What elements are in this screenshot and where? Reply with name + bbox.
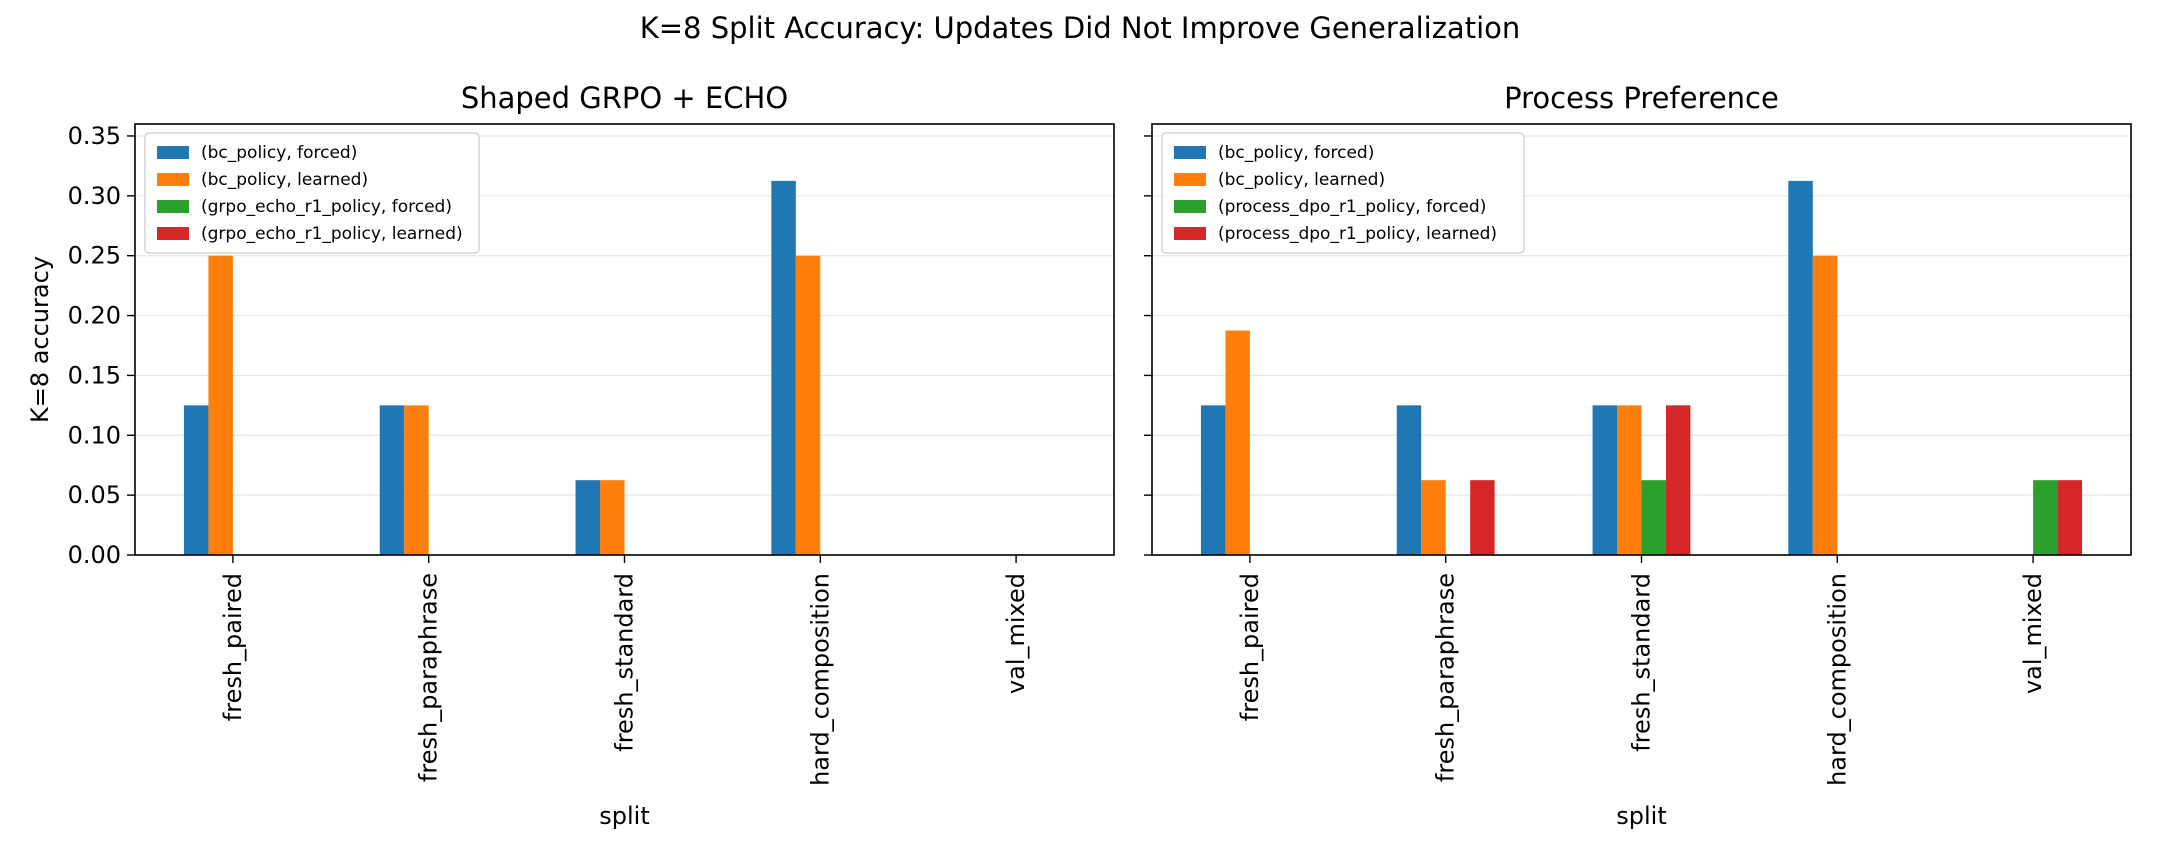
legend-swatch [157,227,189,240]
legend-entry: (bc_policy, learned) [1218,170,1385,190]
xtick-label: fresh_standard [1628,573,1656,752]
ytick-label: 0.25 [68,242,121,270]
bar-1-3-4 [2057,480,2083,555]
legend-swatch [1174,200,1206,213]
legend-swatch [1174,173,1206,186]
ytick-label: 0.15 [68,361,121,389]
xtick-label: fresh_paraphrase [415,573,443,782]
bar-0-0-0 [183,405,209,555]
bar-1-0-1 [1396,405,1422,555]
legend: (bc_policy, forced) (bc_policy, learned) (… [1161,132,1525,254]
legend-swatch [1174,146,1206,159]
axes-title: Process Preference [1504,81,1779,115]
xtick-label: val_mixed [2019,573,2047,694]
chart-process-preference: fresh_paired fresh_paraphrase fresh_standa… [1144,81,2132,830]
figure-title: K=8 Split Accuracy: Updates Did Not Impr… [640,11,1521,45]
legend-box [1161,132,1525,254]
legend-entry: (process_dpo_r1_policy, learned) [1218,224,1497,244]
xtick-label: fresh_paired [219,573,247,721]
bar-1-2-2 [1641,480,1666,555]
bar-0-0-2 [575,480,601,555]
legend-entry: (grpo_echo_r1_policy, forced) [201,197,452,217]
bar-0-0-1 [379,405,405,555]
bar-0-0-3 [771,180,796,556]
ytick-label: 0.00 [68,541,121,569]
bar-1-0-3 [1788,180,1813,556]
xtick-label: fresh_standard [611,573,639,752]
bar-1-1-3 [1812,255,1838,555]
legend-swatch [157,200,189,213]
xtick-label: fresh_paraphrase [1432,573,1460,782]
bar-1-1-0 [1225,330,1250,555]
legend-entry: (bc_policy, forced) [1218,143,1374,163]
bar-0-1-1 [404,405,429,555]
legend-entry: (bc_policy, learned) [201,170,368,190]
ytick-label: 0.20 [68,302,121,330]
bar-0-1-0 [208,255,233,555]
legend-swatch [157,173,189,186]
bar-1-1-2 [1617,405,1642,555]
legend: (bc_policy, forced) (bc_policy, learned) (… [144,132,480,254]
x-axis-label: split [599,802,649,830]
bar-1-0-0 [1200,405,1226,555]
legend-entry: (grpo_echo_r1_policy, learned) [201,224,463,244]
bar-1-3-2 [1665,405,1691,555]
legend-entry: (bc_policy, forced) [201,143,357,163]
bar-1-0-2 [1592,405,1618,555]
xtick-label: hard_composition [806,573,834,786]
legend-swatch [1174,227,1206,240]
ytick-label: 0.10 [68,421,121,449]
ytick-label: 0.30 [68,182,121,210]
legend-swatch [157,146,189,159]
bar-0-1-3 [795,255,821,555]
ytick-label: 0.35 [68,122,121,150]
y-axis-label: K=8 accuracy [26,256,54,423]
bar-1-2-4 [2033,480,2058,555]
xtick-label: fresh_paired [1236,573,1264,721]
ytick-label: 0.05 [68,481,121,509]
legend-box [144,132,480,254]
xtick-label: hard_composition [1823,573,1851,786]
bar-1-1-1 [1421,480,1446,555]
bar-0-1-2 [600,480,625,555]
chart-shaped-grpo-echo: 0.00 0.05 0.10 0.15 0.20 0.25 0.30 0.35 fresh_pa… [26,81,1115,830]
legend-entry: (process_dpo_r1_policy, forced) [1218,197,1486,217]
bar-1-3-1 [1470,480,1495,555]
xtick-label: val_mixed [1002,573,1030,694]
x-axis-label: split [1616,802,1666,830]
axes-title: Shaped GRPO + ECHO [461,81,788,115]
